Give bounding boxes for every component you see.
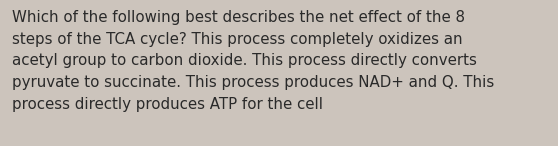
Text: Which of the following best describes the net effect of the 8
steps of the TCA c: Which of the following best describes th… <box>12 10 494 112</box>
